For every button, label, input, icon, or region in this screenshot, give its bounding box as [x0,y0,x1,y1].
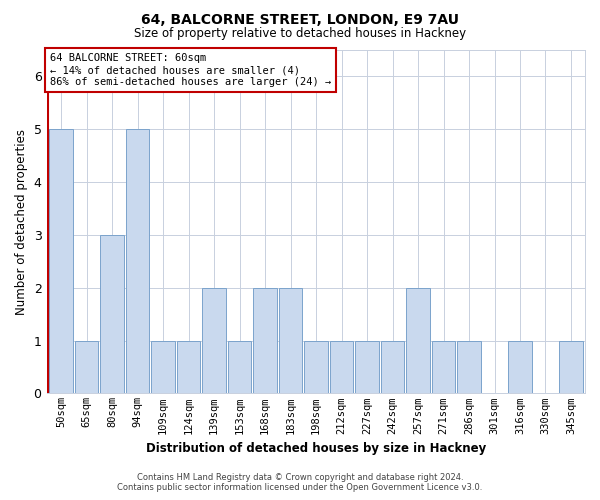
Bar [202,288,226,394]
Y-axis label: Number of detached properties: Number of detached properties [15,128,28,314]
Text: Size of property relative to detached houses in Hackney: Size of property relative to detached ho… [134,28,466,40]
Bar [177,340,200,394]
Bar [100,235,124,394]
Bar [75,340,98,394]
Text: Contains HM Land Registry data © Crown copyright and database right 2024.
Contai: Contains HM Land Registry data © Crown c… [118,473,482,492]
Bar [49,129,73,394]
Bar [559,340,583,394]
Bar [151,340,175,394]
Bar [457,340,481,394]
Bar [406,288,430,394]
Bar [228,340,251,394]
Bar [355,340,379,394]
Bar [126,129,149,394]
Text: 64 BALCORNE STREET: 60sqm
← 14% of detached houses are smaller (4)
86% of semi-d: 64 BALCORNE STREET: 60sqm ← 14% of detac… [50,54,331,86]
X-axis label: Distribution of detached houses by size in Hackney: Distribution of detached houses by size … [146,442,486,455]
Bar [432,340,455,394]
Bar [279,288,302,394]
Bar [253,288,277,394]
Bar [381,340,404,394]
Bar [304,340,328,394]
Text: 64, BALCORNE STREET, LONDON, E9 7AU: 64, BALCORNE STREET, LONDON, E9 7AU [141,12,459,26]
Bar [508,340,532,394]
Bar [330,340,353,394]
